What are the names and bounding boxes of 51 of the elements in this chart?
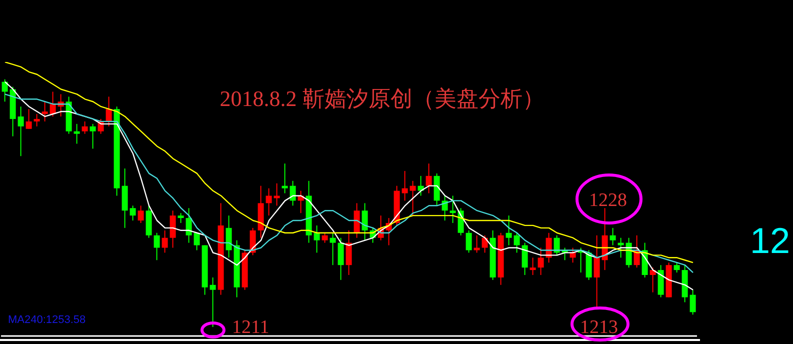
candlestick (170, 210, 176, 248)
candlestick (514, 232, 520, 254)
candlestick (410, 180, 416, 216)
candlestick (426, 163, 432, 194)
candlestick (354, 202, 360, 238)
candlestick (34, 114, 40, 127)
candlestick (402, 170, 408, 202)
candlestick (674, 262, 680, 274)
candlestick (178, 212, 184, 224)
candlestick (74, 123, 80, 144)
candlestick (42, 101, 48, 122)
candlestick (210, 276, 216, 328)
candlestick (18, 106, 24, 157)
candlestick (90, 123, 96, 150)
text: 12 (750, 220, 790, 261)
annotation: 1213 (580, 317, 618, 338)
candlestick (226, 215, 232, 258)
candlestick (194, 232, 200, 251)
annotation: 1211 (232, 317, 270, 338)
candlestick (282, 163, 288, 194)
candlestick (330, 232, 336, 266)
candlestick (690, 289, 696, 316)
candlestick (138, 205, 144, 224)
candlestick (130, 205, 136, 221)
candlestick (362, 202, 368, 241)
candlestick (314, 224, 320, 254)
candlestick (106, 96, 112, 127)
candlestick (450, 195, 456, 224)
candlestick (538, 247, 544, 276)
candlestick (186, 208, 192, 244)
candlestick (162, 230, 168, 254)
candlestick (322, 232, 328, 244)
annotation: 1228 (589, 190, 627, 211)
candlestick (594, 234, 600, 308)
candlestick (522, 242, 528, 276)
candlestick (82, 120, 88, 134)
candlestick (610, 227, 616, 246)
candlestick (346, 230, 352, 276)
candlestick (266, 188, 272, 216)
candlestick (618, 237, 624, 258)
chart-title: 2018.8.2 靳嫱汐原创（美盘分析） (218, 85, 546, 113)
candlestick (466, 230, 472, 254)
candlestick (274, 182, 280, 206)
candlestick (338, 237, 344, 280)
candlestick (154, 232, 160, 261)
candlestick (26, 108, 32, 130)
candlestick (530, 257, 536, 276)
candlestick (506, 215, 512, 246)
candlestick (50, 91, 56, 117)
annotation: MA240:1253.58 (8, 314, 86, 326)
candlestick (474, 234, 480, 254)
